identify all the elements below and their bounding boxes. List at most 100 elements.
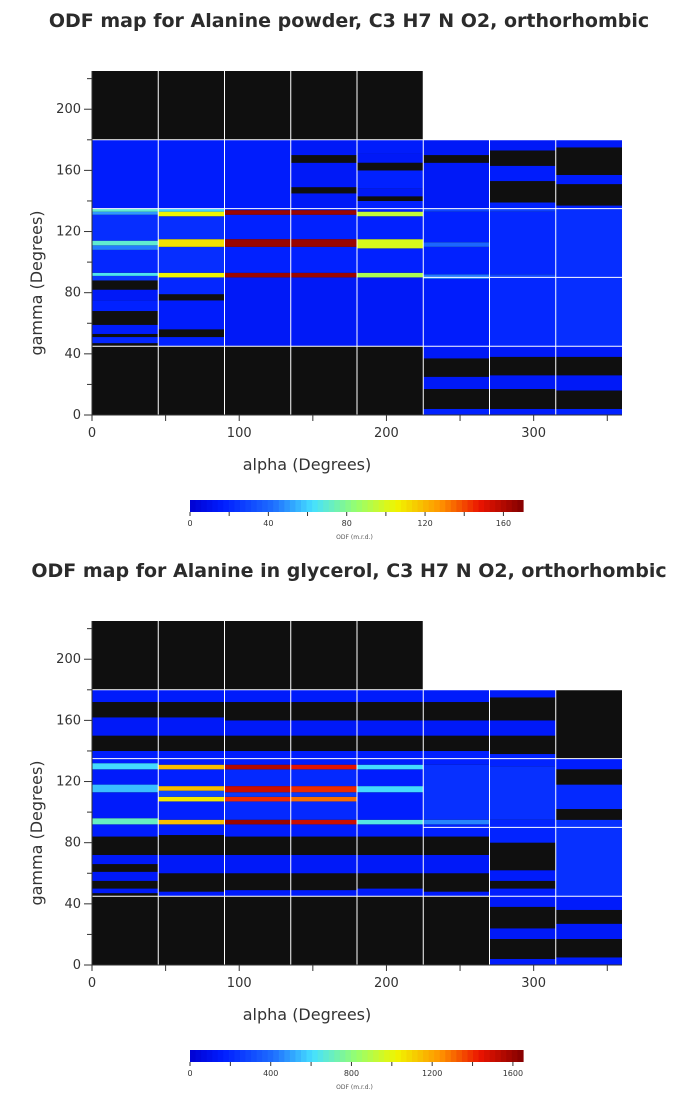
heatmap-cell[interactable] bbox=[489, 181, 556, 203]
heatmap-cell[interactable] bbox=[423, 389, 490, 409]
heatmap-cell[interactable] bbox=[489, 165, 556, 182]
heatmap-cell[interactable] bbox=[357, 211, 424, 217]
heatmap-cell[interactable] bbox=[489, 754, 556, 767]
heatmap-cell[interactable] bbox=[158, 329, 225, 338]
heatmap-cell[interactable] bbox=[92, 769, 159, 785]
heatmap-cell[interactable] bbox=[92, 735, 159, 751]
heatmap-cell[interactable] bbox=[357, 702, 424, 721]
heatmap-cell[interactable] bbox=[489, 870, 556, 881]
heatmap-cell[interactable] bbox=[224, 214, 291, 240]
heatmap-cell[interactable] bbox=[92, 702, 159, 718]
heatmap-cell[interactable] bbox=[555, 147, 622, 175]
heatmap-cell[interactable] bbox=[224, 139, 291, 211]
heatmap-cell[interactable] bbox=[555, 356, 622, 376]
heatmap-cell[interactable] bbox=[423, 208, 490, 212]
heatmap-cell[interactable] bbox=[357, 819, 424, 825]
heatmap-cell[interactable] bbox=[158, 819, 225, 825]
heatmap-cell[interactable] bbox=[92, 333, 159, 338]
heatmap-cell[interactable] bbox=[489, 208, 556, 212]
heatmap-cell[interactable] bbox=[158, 272, 225, 278]
heatmap-cell[interactable] bbox=[489, 958, 556, 965]
heatmap-cell[interactable] bbox=[555, 784, 622, 810]
heatmap-cell[interactable] bbox=[423, 376, 490, 390]
heatmap-cell[interactable] bbox=[158, 139, 225, 209]
heatmap-cell[interactable] bbox=[555, 375, 622, 391]
heatmap-cell[interactable] bbox=[357, 792, 424, 820]
heatmap-cell[interactable] bbox=[290, 890, 357, 897]
heatmap-cell[interactable] bbox=[158, 337, 225, 347]
heatmap-cell[interactable] bbox=[92, 311, 159, 325]
heatmap-cell[interactable] bbox=[92, 750, 159, 764]
heatmap-cell[interactable] bbox=[224, 792, 291, 797]
heatmap-cell[interactable] bbox=[92, 880, 159, 889]
heatmap-cell[interactable] bbox=[290, 155, 357, 163]
heatmap-cell[interactable] bbox=[357, 277, 424, 347]
heatmap-cell[interactable] bbox=[158, 750, 225, 765]
heatmap-cell[interactable] bbox=[290, 769, 357, 787]
heatmap-cell[interactable] bbox=[158, 891, 225, 897]
heatmap-cell[interactable] bbox=[423, 358, 490, 377]
heatmap-cell[interactable] bbox=[224, 824, 291, 837]
heatmap-cell[interactable] bbox=[290, 720, 357, 736]
heatmap-cell[interactable] bbox=[357, 272, 424, 278]
heatmap-cell[interactable] bbox=[290, 792, 357, 797]
heatmap-cell[interactable] bbox=[357, 216, 424, 240]
heatmap-cell[interactable] bbox=[357, 786, 424, 793]
heatmap-cell[interactable] bbox=[423, 819, 490, 825]
heatmap-cell[interactable] bbox=[290, 824, 357, 837]
heatmap-cell[interactable] bbox=[92, 818, 159, 825]
heatmap-cell[interactable] bbox=[489, 842, 556, 871]
heatmap-cell[interactable] bbox=[290, 139, 357, 156]
heatmap-cell[interactable] bbox=[92, 343, 159, 347]
heatmap-cell[interactable] bbox=[489, 880, 556, 889]
heatmap-cell[interactable] bbox=[224, 819, 291, 825]
heatmap-cell[interactable] bbox=[489, 211, 556, 275]
heatmap-cell[interactable] bbox=[423, 155, 490, 163]
heatmap-cell[interactable] bbox=[423, 720, 490, 736]
heatmap-cell[interactable] bbox=[92, 689, 159, 703]
heatmap-cell[interactable] bbox=[555, 390, 622, 409]
heatmap-cell[interactable] bbox=[92, 784, 159, 793]
heatmap-cell[interactable] bbox=[489, 735, 556, 755]
heatmap-cell[interactable] bbox=[489, 939, 556, 959]
heatmap-cell[interactable] bbox=[489, 408, 556, 415]
heatmap-cell[interactable] bbox=[489, 896, 556, 907]
heatmap-cell[interactable] bbox=[290, 193, 357, 211]
heatmap-cell[interactable] bbox=[489, 277, 556, 347]
heatmap-cell[interactable] bbox=[423, 854, 490, 874]
heatmap-cell[interactable] bbox=[423, 824, 490, 837]
heatmap-cell[interactable] bbox=[555, 939, 622, 958]
heatmap-cell[interactable] bbox=[158, 246, 225, 273]
heatmap-cell[interactable] bbox=[555, 819, 622, 897]
heatmap-cell[interactable] bbox=[423, 211, 490, 243]
heatmap-cell[interactable] bbox=[489, 720, 556, 736]
heatmap-cell[interactable] bbox=[158, 790, 225, 797]
heatmap-cell[interactable] bbox=[489, 689, 556, 698]
heatmap-cell[interactable] bbox=[224, 836, 291, 855]
heatmap-cell[interactable] bbox=[423, 764, 490, 820]
heatmap-cell[interactable] bbox=[290, 210, 357, 215]
heatmap-cell[interactable] bbox=[423, 242, 490, 247]
heatmap-cell[interactable] bbox=[357, 854, 424, 874]
heatmap-cell[interactable] bbox=[290, 750, 357, 765]
heatmap-cell[interactable] bbox=[290, 735, 357, 751]
heatmap-cell[interactable] bbox=[158, 717, 225, 736]
heatmap-cell[interactable] bbox=[92, 272, 159, 276]
heatmap-cell[interactable] bbox=[290, 801, 357, 820]
heatmap-cell[interactable] bbox=[555, 769, 622, 785]
heatmap-cell[interactable] bbox=[489, 202, 556, 209]
heatmap-cell[interactable] bbox=[489, 139, 556, 151]
heatmap-cell[interactable] bbox=[290, 796, 357, 802]
heatmap-cell[interactable] bbox=[224, 786, 291, 793]
heatmap-cell[interactable] bbox=[92, 893, 159, 897]
heatmap-cell[interactable] bbox=[423, 702, 490, 721]
heatmap-cell[interactable] bbox=[224, 720, 291, 736]
heatmap-cell[interactable] bbox=[357, 750, 424, 765]
heatmap-cell[interactable] bbox=[92, 337, 159, 344]
heatmap-cell[interactable] bbox=[158, 277, 225, 295]
heatmap-cell[interactable] bbox=[555, 208, 622, 278]
heatmap-cell[interactable] bbox=[158, 208, 225, 212]
heatmap-cell[interactable] bbox=[92, 249, 159, 273]
heatmap-cell[interactable] bbox=[92, 324, 159, 334]
